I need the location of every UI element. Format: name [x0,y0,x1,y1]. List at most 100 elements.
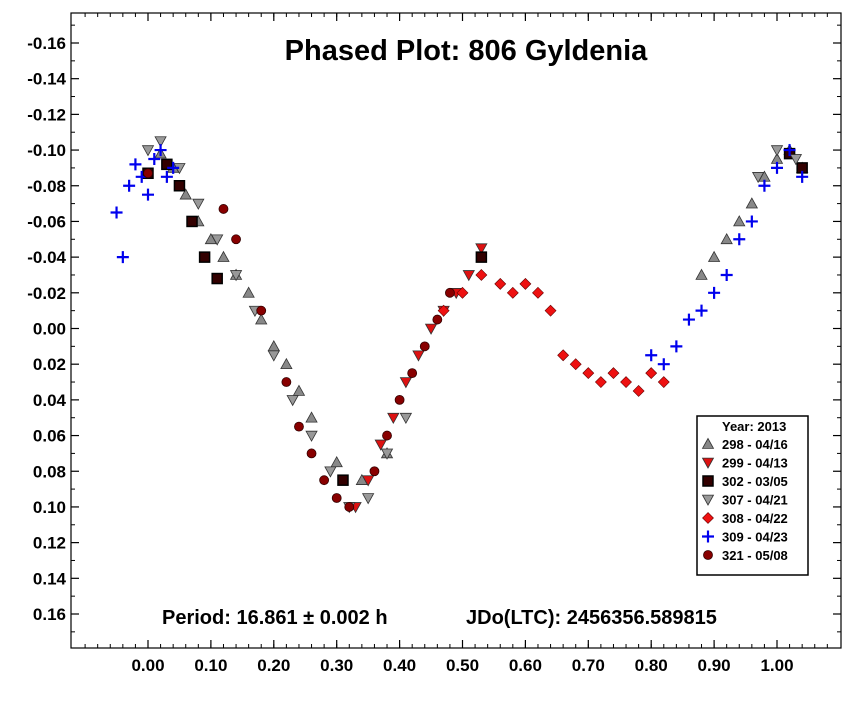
data-point [437,304,450,317]
legend-marker [701,437,715,449]
legend-title: Year: 2013 [722,419,786,434]
data-point [141,145,155,157]
y-axis: -0.16 -0.14 -0.12 -0.10 -0.08 -0.06 -0.04 -0.02… [27,24,841,633]
legend-marker [702,512,714,524]
legend-label: 298 - 04/16 [722,437,788,452]
y-tick-label: 0.04 [33,391,67,410]
data-point [129,158,142,171]
data-point [695,304,708,317]
data-point [305,430,318,442]
data-point [217,250,230,262]
legend-label: 307 - 04/21 [722,493,788,508]
y-tick-label: 0.02 [33,355,66,374]
x-tick-label: 0.00 [131,656,164,675]
data-point [211,272,223,285]
data-point [657,376,670,388]
data-point [218,204,229,214]
y-tick-label: 0.06 [33,427,66,446]
data-point [620,376,632,388]
data-point [695,268,708,280]
data-point [160,170,173,183]
data-point [770,145,784,157]
data-point [116,251,129,264]
data-point [154,136,167,148]
y-tick-label: 0.08 [33,462,66,481]
legend: Year: 2013 298 - 04/16 299 - 04/13 302 - 0… [696,415,809,576]
data-point [337,474,349,486]
data-point [494,277,507,290]
data-point [179,188,192,200]
legend-marker [702,475,714,487]
data-point [331,493,342,503]
data-point [229,270,243,282]
data-point [369,466,380,477]
y-tick-label: 0.14 [33,569,67,588]
x-tick-label: 0.30 [320,656,353,675]
data-point [161,158,173,171]
y-tick-label: -0.12 [27,105,66,124]
legend-label: 309 - 04/23 [722,530,788,545]
data-point [645,367,658,380]
data-point [192,198,205,210]
data-point [745,215,758,228]
data-point [751,172,765,184]
x-tick-label: 0.10 [194,656,227,675]
x-axis: 0.00 0.10 0.20 0.30 0.40 0.50 0.60 0.70 0.80 0.90… [84,13,828,675]
data-point [186,215,198,228]
data-point [733,215,746,227]
data-point [211,234,224,246]
x-tick-label: 0.80 [635,656,668,675]
data-point [231,234,241,245]
data-point [544,304,557,317]
legend-label: 308 - 04/22 [722,511,788,526]
data-point [594,376,607,388]
legend-label: 321 - 05/08 [722,548,788,563]
data-point [330,456,343,468]
data-point [607,367,620,380]
data-point [280,357,293,369]
data-point [557,349,570,362]
legend-marker [703,550,713,560]
y-tick-label: 0.10 [33,498,66,517]
data-point [475,251,488,263]
data-point [475,243,488,255]
jdo-annotation: JDo(LTC): 2456356.589815 [466,607,717,629]
legend-label: 299 - 04/13 [722,456,788,471]
data-point [142,188,154,201]
legend-marker [701,457,715,469]
data-point [456,286,469,299]
y-tick-label: -0.02 [27,284,66,303]
data-point [399,377,413,389]
data-point [682,313,695,326]
data-point [281,377,292,387]
data-point [412,350,425,362]
period-annotation: Period: 16.861 ± 0.002 h [162,607,388,629]
data-point [519,277,532,290]
data-point [407,368,418,379]
data-point [720,232,733,245]
data-point [394,394,405,405]
data-point [399,412,413,425]
data-point [306,448,317,459]
y-tick-label: 0.12 [33,534,66,553]
x-tick-label: 0.70 [572,656,605,675]
x-tick-label: 1.00 [760,656,793,675]
data-point [475,269,488,281]
data-point [796,170,809,183]
data-point [148,152,161,165]
data-point [657,358,670,371]
x-tick-label: 0.90 [698,656,731,675]
legend-box [696,415,809,576]
data-point [419,341,430,352]
data-point [532,286,544,299]
data-point [758,179,771,192]
y-tick-label: 0.00 [33,320,66,339]
y-tick-label: -0.10 [27,141,66,160]
data-point [506,286,519,299]
data-point [123,179,136,192]
data-point [424,323,438,335]
data-point [380,448,394,460]
data-point [286,395,299,407]
legend-label: 302 - 03/05 [722,474,788,489]
data-point [745,197,759,209]
